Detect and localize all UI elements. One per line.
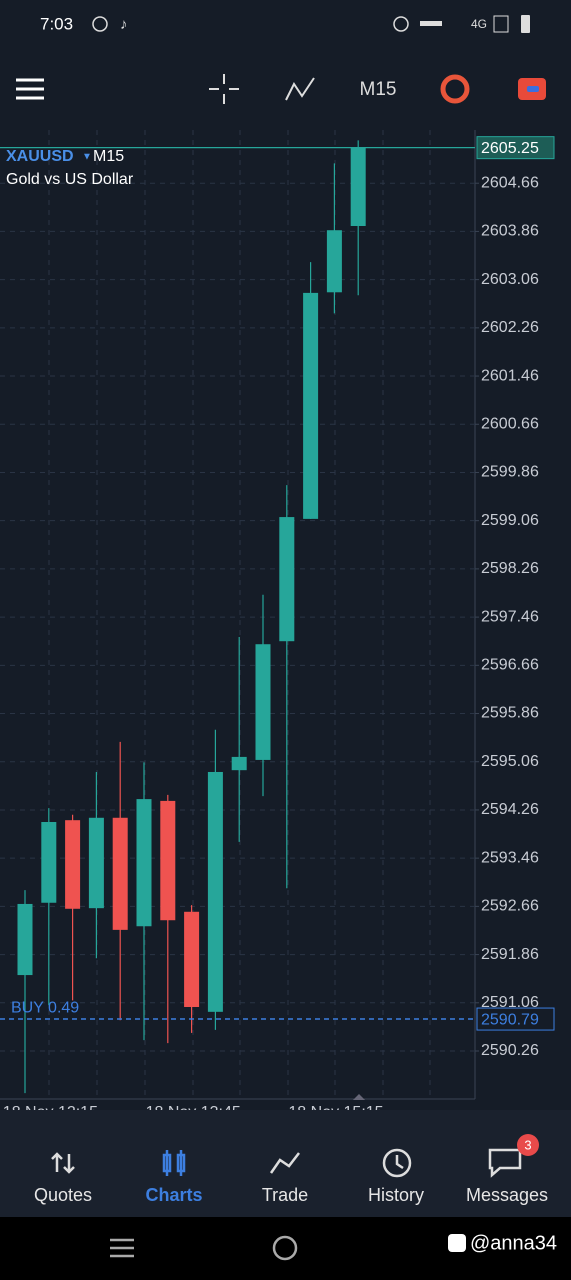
y-tick-label: 2602.26 — [481, 319, 539, 336]
candle-body — [41, 821, 57, 903]
candle-body — [207, 771, 223, 1012]
y-tick-label: 2590.26 — [481, 1042, 539, 1059]
y-tick-label: 2601.46 — [481, 367, 539, 384]
status-time: 7:03 — [40, 14, 73, 33]
y-tick-label: 2593.46 — [481, 849, 539, 866]
y-tick-label: 2600.66 — [481, 415, 539, 432]
position-label: BUY 0.49 — [11, 999, 79, 1016]
y-tick-label: 2599.86 — [481, 464, 539, 481]
symbol[interactable]: XAUUSD — [6, 148, 74, 165]
nav-charts[interactable]: Charts — [145, 1185, 202, 1205]
watermark-icon — [448, 1234, 466, 1252]
nav-quotes[interactable]: Quotes — [34, 1185, 92, 1205]
candle-body — [184, 911, 200, 1008]
home-button[interactable] — [272, 1235, 298, 1261]
candle-body — [303, 292, 319, 519]
y-tick-label: 2591.06 — [481, 994, 539, 1011]
fb-icon — [92, 16, 108, 32]
nav-messages[interactable]: Messages — [466, 1185, 548, 1205]
nav-trade[interactable]: Trade — [262, 1185, 308, 1205]
chart-timeframe: M15 — [93, 148, 124, 165]
scroll-marker — [353, 1094, 365, 1100]
candle-body — [326, 230, 342, 293]
account-icon — [527, 86, 539, 92]
candle-body — [88, 817, 104, 909]
candle-body — [112, 817, 128, 930]
signal-icon — [493, 15, 509, 33]
y-tick-label: 2594.26 — [481, 801, 539, 818]
messages-icon — [488, 1148, 522, 1178]
menu-button[interactable] — [16, 78, 44, 100]
y-tick-label: 2597.46 — [481, 608, 539, 625]
y-tick-label: 2592.66 — [481, 898, 539, 915]
trade-icon — [269, 1152, 300, 1174]
y-tick-label: 2599.06 — [481, 512, 539, 529]
quotes-icon — [51, 1152, 75, 1174]
battery-icon — [521, 15, 530, 33]
trade-button[interactable] — [440, 74, 470, 104]
charts-icon — [162, 1150, 186, 1176]
nav-history[interactable]: History — [368, 1185, 424, 1205]
network-label: 4G — [471, 17, 487, 31]
history-hand — [395, 1155, 404, 1170]
timeframe-button[interactable]: M15 — [360, 79, 397, 100]
candle-body — [350, 147, 366, 226]
crosshair-button[interactable] — [209, 74, 239, 104]
candle-body — [231, 756, 247, 771]
candle-body — [160, 800, 176, 921]
y-tick-label: 2603.06 — [481, 271, 539, 288]
key-icon — [420, 21, 442, 26]
candle-body — [255, 644, 271, 760]
candle-body — [65, 820, 81, 909]
messages-badge: 3 — [524, 1137, 531, 1152]
watermark: @anna34 — [470, 1232, 557, 1254]
messages-badge-bg — [517, 1134, 539, 1156]
candle-body — [279, 517, 295, 642]
candle-body — [17, 903, 33, 976]
y-tick-label: 2603.86 — [481, 223, 539, 240]
indicators-button[interactable] — [285, 77, 315, 101]
position-price-label: 2590.79 — [481, 1011, 539, 1028]
y-tick-label: 2604.66 — [481, 174, 539, 191]
system-nav — [0, 1217, 571, 1280]
tiktok-icon: ♪ — [120, 16, 128, 33]
y-tick-label: 2595.06 — [481, 753, 539, 770]
symbol-dropdown[interactable]: ▼ — [82, 152, 92, 163]
bid-label-box — [476, 136, 555, 160]
y-tick-label: 2598.26 — [481, 560, 539, 577]
alarm-icon — [393, 16, 409, 32]
nav-items: Quotes Charts Trade History Messages — [34, 1185, 548, 1205]
history-icon — [382, 1148, 412, 1178]
recents-button[interactable] — [110, 1238, 134, 1258]
position-price-box — [476, 1007, 555, 1031]
y-tick-label: 2591.86 — [481, 946, 539, 963]
bid-label: 2605.25 — [481, 140, 539, 157]
symbol-description: Gold vs US Dollar — [6, 171, 134, 188]
y-tick-label: 2596.66 — [481, 657, 539, 674]
candle-body — [136, 799, 152, 927]
y-tick-label: 2595.86 — [481, 705, 539, 722]
